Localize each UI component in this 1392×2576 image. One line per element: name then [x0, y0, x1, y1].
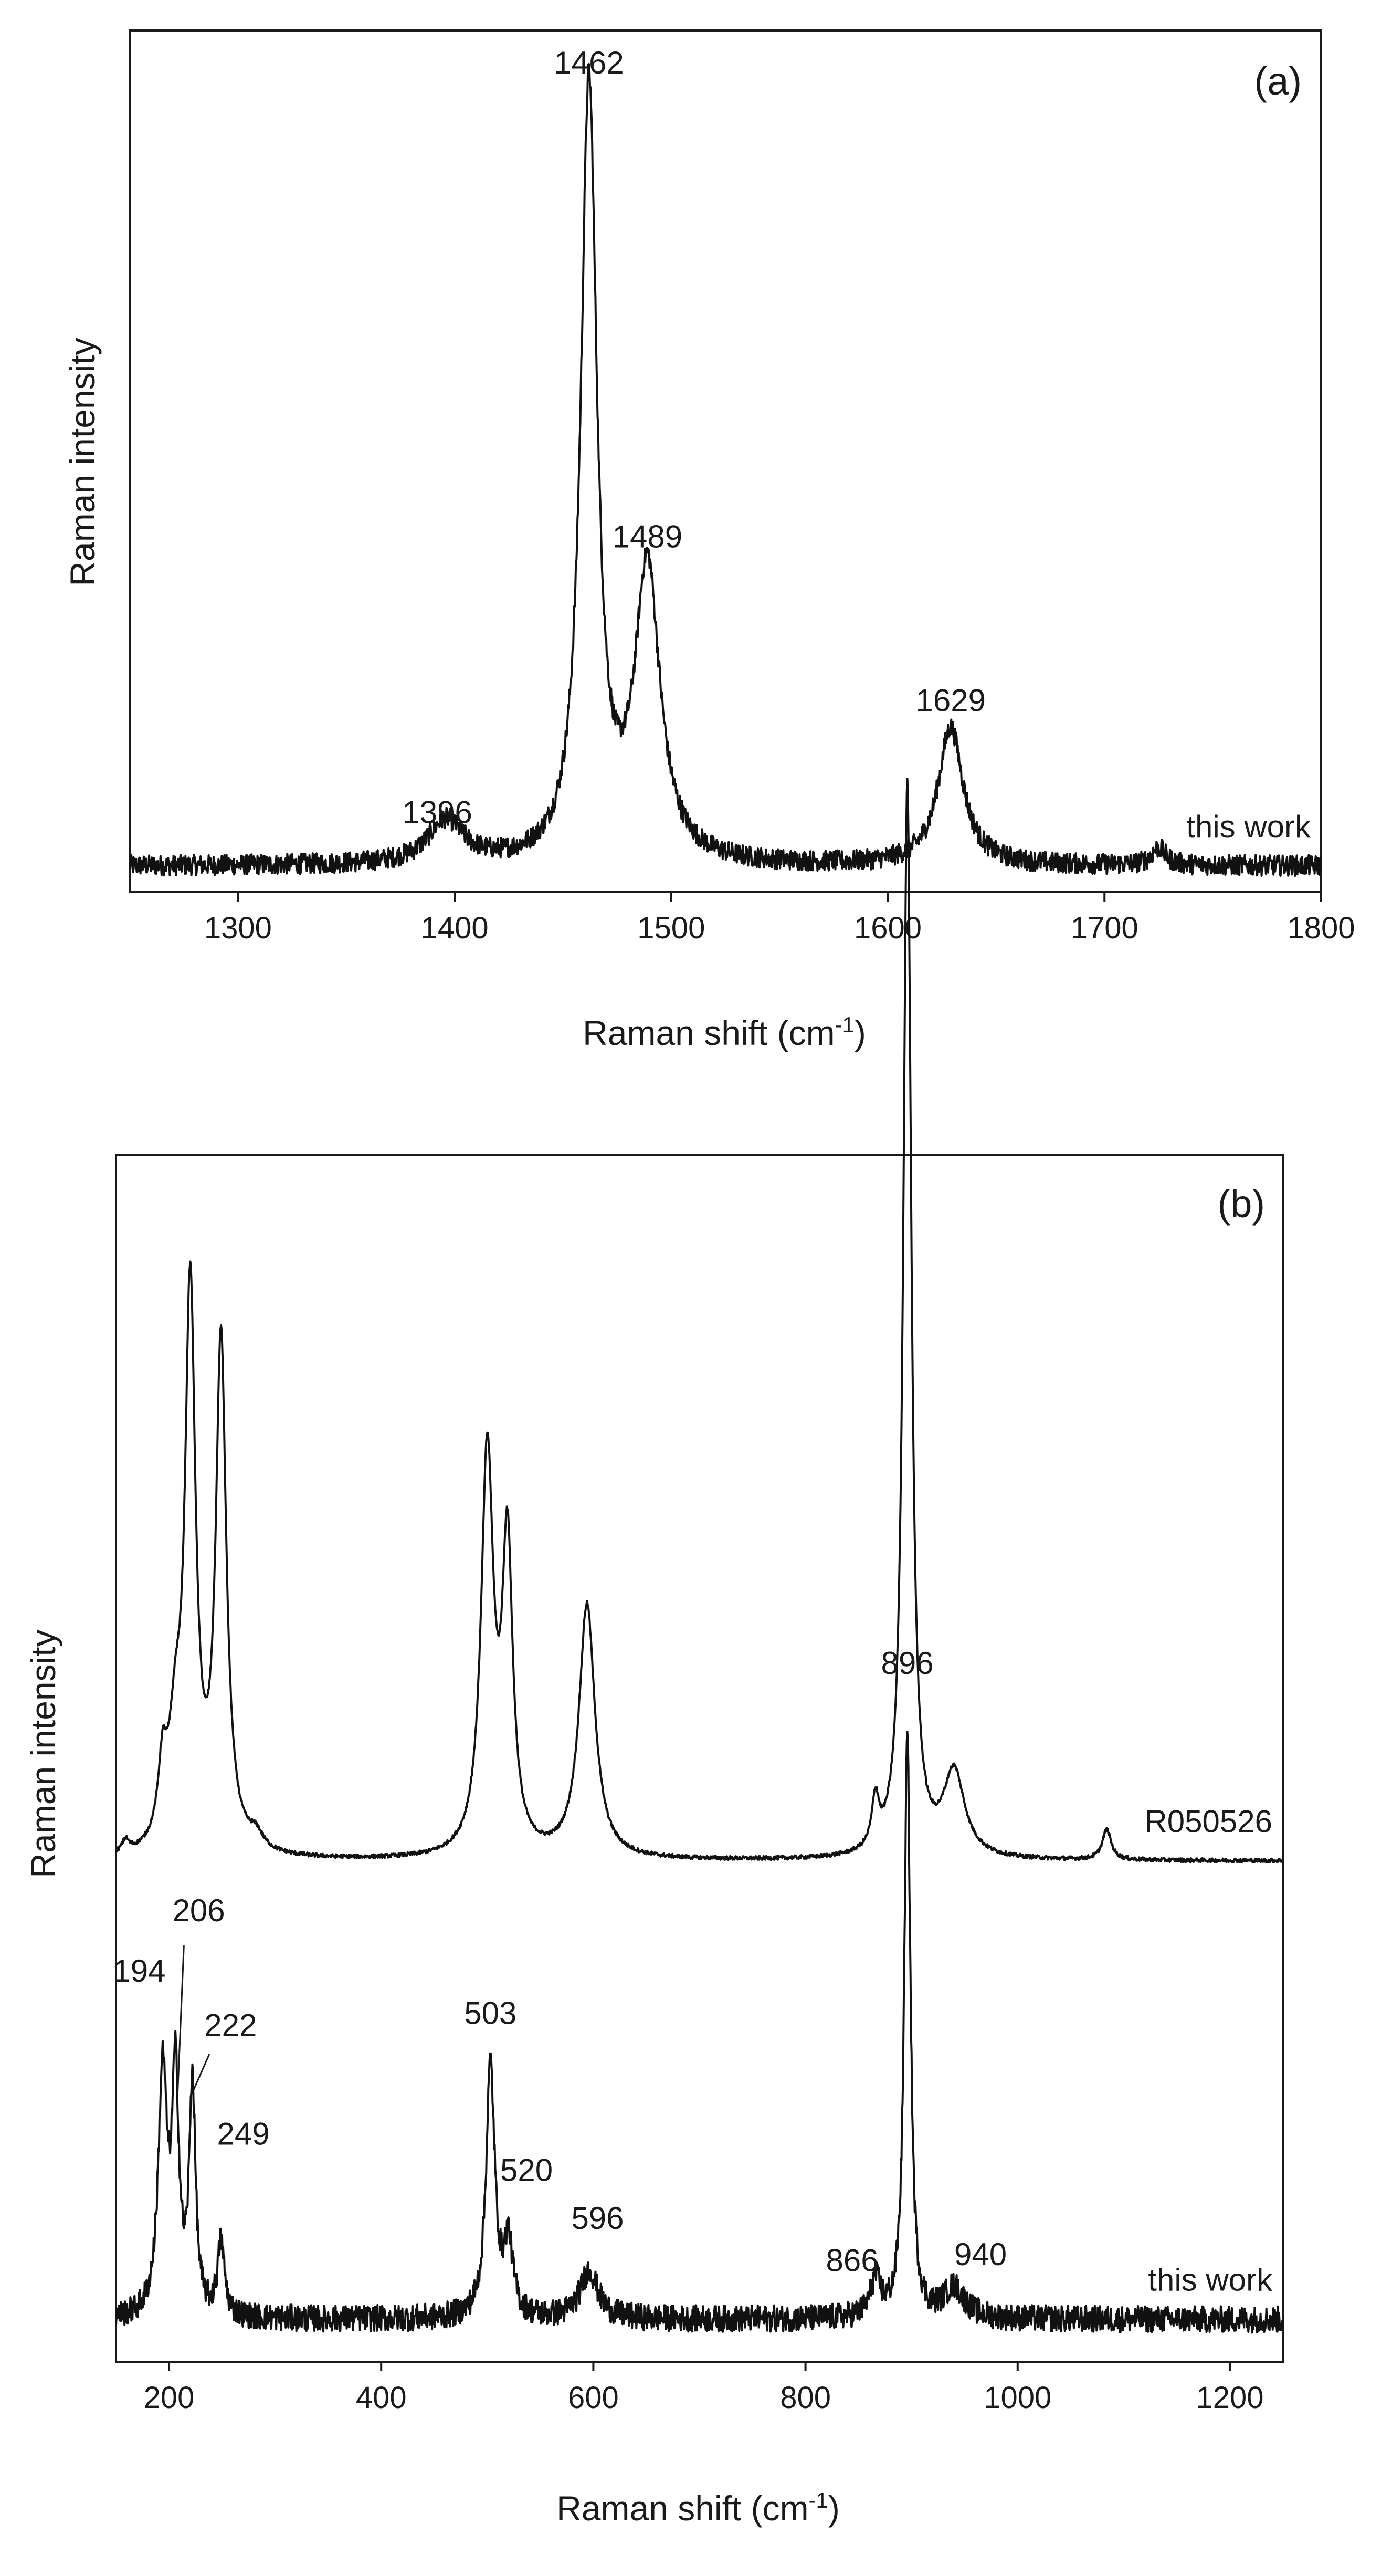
x-axis-title-a: Raman shift (cm-1) — [583, 1012, 866, 1052]
panel-label-a: (a) — [1254, 59, 1302, 103]
peak-label: 940 — [954, 2237, 1007, 2272]
peak-label: 503 — [464, 1996, 516, 2031]
x-tick-label: 1300 — [204, 911, 272, 945]
peak-label: 896 — [881, 1646, 934, 1681]
x-tick-label: 400 — [356, 2381, 407, 2415]
series-group-a: this work — [129, 63, 1322, 877]
panel-b: (b) 200 400 600 800 1000 1200 R050526 this wor… — [24, 778, 1284, 2528]
series-line-r050526 — [115, 778, 1284, 1863]
series-line-this-work — [115, 1731, 1284, 2334]
peak-labels-a: 1462 1489 1629 1396 — [402, 45, 986, 830]
x-tick-label: 800 — [780, 2381, 831, 2415]
x-ticks-a: 1300 1400 1500 1600 1700 1800 — [204, 892, 1355, 945]
plot-frame-b — [115, 1154, 1284, 2363]
peak-label: 206 — [173, 1893, 225, 1928]
peak-label: 1489 — [613, 519, 682, 554]
peak-label: 596 — [571, 2201, 624, 2236]
x-tick-label: 1500 — [637, 911, 705, 945]
series-name-label: this work — [1148, 2263, 1273, 2298]
series-name-label: R050526 — [1144, 1804, 1272, 1839]
plot-frame-a — [129, 29, 1322, 893]
peak-label: 1629 — [915, 683, 985, 718]
peak-label: 249 — [217, 2116, 269, 2151]
peak-label: 520 — [500, 2152, 553, 2187]
x-axis-title-b: Raman shift (cm-1) — [556, 2488, 840, 2528]
peak-label: 194 — [113, 1953, 165, 1988]
peak-label: 1396 — [402, 795, 472, 830]
panel-a: (a) 1300 1400 1500 1600 1700 1800 this work 1… — [63, 29, 1355, 1052]
x-tick-label: 1800 — [1287, 911, 1355, 945]
y-axis-title-b: Raman intensity — [24, 1629, 62, 1878]
y-axis-title-a: Raman intensity — [63, 338, 102, 586]
x-tick-label: 1200 — [1196, 2381, 1263, 2415]
leader-line — [176, 1945, 185, 2097]
leader-line — [193, 2054, 210, 2091]
series-name-label: this work — [1186, 809, 1311, 844]
x-tick-label: 600 — [568, 2381, 619, 2415]
x-tick-label: 1600 — [854, 911, 922, 945]
peak-label: 866 — [826, 2243, 878, 2278]
x-tick-label: 1000 — [984, 2381, 1051, 2415]
x-tick-label: 1400 — [421, 911, 489, 945]
peak-label: 1462 — [554, 45, 624, 80]
series-group-b: R050526 this work — [115, 778, 1284, 2334]
panel-label-b: (b) — [1218, 1182, 1265, 1226]
x-ticks-b: 200 400 600 800 1000 1200 — [144, 2362, 1263, 2415]
x-tick-label: 1700 — [1071, 911, 1138, 945]
peak-label: 222 — [204, 2008, 257, 2043]
x-tick-label: 200 — [144, 2381, 195, 2415]
series-line-this-work — [129, 63, 1322, 877]
